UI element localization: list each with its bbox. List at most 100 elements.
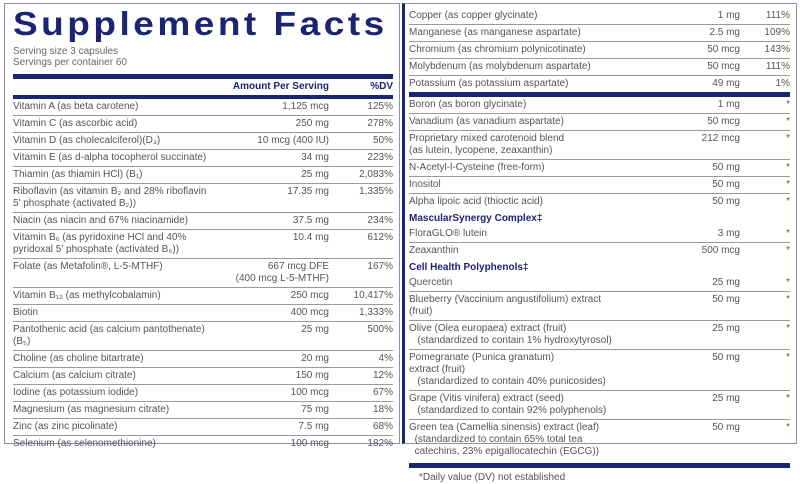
nutrient-row: Vitamin B₁₂ (as methylcobalamin) 250 mcg 1… <box>13 288 393 305</box>
nutrient-row: Zeaxanthin 500 mcg * <box>409 243 790 259</box>
nutrient-amount: 1 mg <box>717 99 740 110</box>
nutrient-name: Zeaxanthin <box>409 245 459 256</box>
nutrient-dv: 278% <box>367 118 393 129</box>
nutrient-amount: 50 mg <box>712 196 740 207</box>
nutrient-dv: * <box>786 179 790 190</box>
nutrient-name: Manganese (as manganese aspartate) <box>409 27 581 38</box>
nutrient-row: Folate (as Metafolin®, L-5-MTHF) 667 mcg … <box>13 259 393 288</box>
nutrient-name: Vitamin B₆ (as pyridoxine HCl and 40% py… <box>13 232 187 255</box>
nutrient-amount: 1 mg <box>717 10 740 21</box>
nutrient-amount: 25 mg <box>712 393 740 404</box>
nutrient-dv: * <box>786 133 790 144</box>
nutrient-amount: 25 mg <box>301 324 329 335</box>
nutrient-amount: 37.5 mg <box>292 215 329 226</box>
nutrient-row: Riboflavin (as vitamin B₂ and 28% ribofl… <box>13 184 393 213</box>
nutrient-name: Vitamin D (as cholecalciferol)(D₃) <box>13 135 161 146</box>
nutrient-dv: 18% <box>372 404 393 415</box>
nutrient-name: Alpha lipoic acid (thioctic acid) <box>409 196 543 207</box>
nutrient-row: Proprietary mixed carotenoid blend (as l… <box>409 131 790 160</box>
section-heading: MascularSynergy Complex‡ <box>409 213 543 224</box>
nutrient-amount: 50 mg <box>712 179 740 190</box>
nutrient-row: Quercetin 25 mg * <box>409 275 790 292</box>
nutrient-amount: 50 mg <box>712 294 740 305</box>
nutrient-amount: 50 mg <box>712 162 740 173</box>
nutrient-dv: 4% <box>378 353 393 364</box>
nutrient-row: Manganese (as manganese aspartate) 2.5 mg… <box>409 25 790 42</box>
nutrient-dv: * <box>786 393 790 404</box>
nutrient-dv: 111% <box>765 61 790 72</box>
nutrient-amount: 667 mcg DFE (400 mcg L-5-MTHF) <box>235 261 329 284</box>
nutrient-dv: 1,333% <box>359 307 393 318</box>
nutrient-amount: 50 mg <box>712 422 740 433</box>
nutrient-name: Pomegranate (Punica granatum) extract (f… <box>409 352 606 387</box>
nutrient-dv: 10,417% <box>353 290 393 301</box>
nutrient-dv: 111% <box>765 10 790 21</box>
page-title: Supplement Facts <box>13 5 388 43</box>
nutrient-name: Blueberry (Vaccinium angustifolium) extr… <box>409 294 604 317</box>
nutrient-amount: 49 mg <box>712 78 740 89</box>
nutrient-dv: 612% <box>367 232 393 243</box>
nutrient-dv: * <box>786 196 790 207</box>
nutrient-row: Vitamin D (as cholecalciferol)(D₃) 10 mcg… <box>13 133 393 150</box>
nutrient-row: Green tea (Camellia sinensis) extract (l… <box>409 420 790 460</box>
divider-bar <box>13 95 393 99</box>
nutrient-row: Chromium (as chromium polynicotinate) 50 … <box>409 42 790 59</box>
nutrient-row: Iodine (as potassium iodide) 100 mcg 67% <box>13 385 393 402</box>
nutrient-name: Pantothenic acid (as calcium pantothenat… <box>13 324 208 347</box>
nutrient-dv: 125% <box>367 101 393 112</box>
nutrient-row: Vitamin B₆ (as pyridoxine HCl and 40% py… <box>13 230 393 259</box>
nutrient-row: Molybdenum (as molybdenum aspartate) 50 m… <box>409 59 790 76</box>
nutrient-amount: 50 mcg <box>707 116 740 127</box>
nutrient-dv: * <box>786 294 790 305</box>
nutrient-amount: 25 mg <box>301 169 329 180</box>
nutrient-name: Choline (as choline bitartrate) <box>13 353 144 364</box>
nutrient-list: Vitamin A (as beta carotene) 1,125 mcg 125… <box>13 99 393 452</box>
nutrient-dv: * <box>786 323 790 334</box>
nutrient-row: Olive (Olea europaea) extract (fruit) (s… <box>409 321 790 350</box>
nutrient-row: N-Acetyl-l-Cysteine (free-form) 50 mg * <box>409 160 790 177</box>
other-ingredients-list: Boron (as boron glycinate) 1 mg * Vanadium … <box>409 97 790 460</box>
nutrient-amount: 7.5 mg <box>298 421 329 432</box>
nutrient-amount: 10.4 mg <box>292 232 329 243</box>
nutrient-amount: 25 mg <box>712 323 740 334</box>
nutrient-row: Selenium (as selenomethionine) 100 mcg 182… <box>13 436 393 452</box>
nutrient-dv: * <box>786 352 790 363</box>
column-header: Amount Per Serving %DV <box>13 79 393 95</box>
nutrient-amount: 2.5 mg <box>709 27 740 38</box>
nutrient-row: Potassium (as potassium aspartate) 49 mg 1… <box>409 76 790 92</box>
nutrient-amount: 400 mcg <box>290 307 329 318</box>
nutrient-amount: 250 mcg <box>290 290 329 301</box>
nutrient-name: Selenium (as selenomethionine) <box>13 438 156 449</box>
nutrient-dv: * <box>786 277 790 288</box>
nutrient-name: Molybdenum (as molybdenum aspartate) <box>409 61 591 72</box>
amount-header: Amount Per Serving <box>232 81 329 92</box>
nutrient-name: Quercetin <box>409 277 453 288</box>
nutrient-dv: 234% <box>367 215 393 226</box>
nutrient-amount: 250 mg <box>295 118 329 129</box>
nutrient-dv: * <box>786 116 790 127</box>
nutrient-dv: * <box>786 228 790 239</box>
nutrient-amount: 1,125 mcg <box>282 101 329 112</box>
nutrient-row: Alpha lipoic acid (thioctic acid) 50 mg * <box>409 194 790 210</box>
nutrient-row: Pomegranate (Punica granatum) extract (f… <box>409 350 790 391</box>
nutrient-dv: 167% <box>367 261 393 272</box>
nutrient-amount: 34 mg <box>301 152 329 163</box>
nutrient-dv: 67% <box>372 387 393 398</box>
nutrient-dv: * <box>786 99 790 110</box>
nutrient-name: Riboflavin (as vitamin B₂ and 28% ribofl… <box>13 186 207 209</box>
nutrient-amount: 212 mcg <box>701 133 740 144</box>
section-heading: Cell Health Polyphenols‡ <box>409 262 529 273</box>
nutrient-name: Inositol <box>409 179 441 190</box>
nutrient-name: Thiamin (as thiamin HCl) (B₁) <box>13 169 143 180</box>
nutrient-name: Niacin (as niacin and 67% niacinamide) <box>13 215 189 226</box>
nutrient-name: Biotin <box>13 307 39 318</box>
nutrient-name: Potassium (as potassium aspartate) <box>409 78 569 89</box>
nutrient-amount: 3 mg <box>717 228 740 239</box>
nutrient-name: Proprietary mixed carotenoid blend (as l… <box>409 133 565 156</box>
nutrient-name: Folate (as Metafolin®, L-5-MTHF) <box>13 261 163 272</box>
nutrient-amount: 75 mg <box>301 404 329 415</box>
nutrient-dv: 182% <box>367 438 393 449</box>
nutrient-name: Olive (Olea europaea) extract (fruit) (s… <box>409 323 612 346</box>
nutrient-dv: * <box>786 245 790 256</box>
nutrient-row: Choline (as choline bitartrate) 20 mg 4% <box>13 351 393 368</box>
